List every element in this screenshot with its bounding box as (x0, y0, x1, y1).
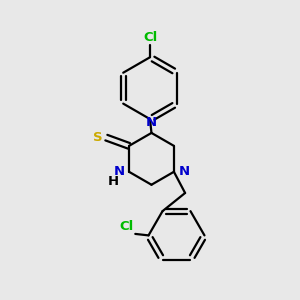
Text: Cl: Cl (120, 220, 134, 233)
Text: H: H (108, 175, 119, 188)
Text: N: N (113, 165, 124, 178)
Text: N: N (146, 116, 157, 129)
Text: N: N (178, 165, 190, 178)
Text: S: S (93, 131, 103, 144)
Text: Cl: Cl (143, 31, 157, 44)
